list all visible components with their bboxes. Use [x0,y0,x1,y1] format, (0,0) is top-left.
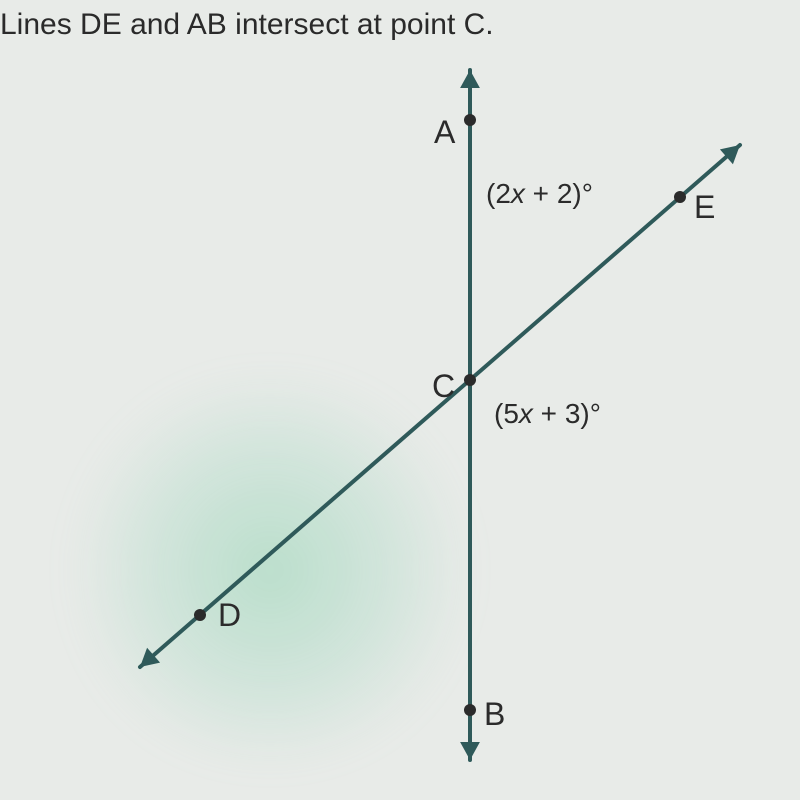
point-label-a: A [434,114,455,151]
point-label-c: C [432,368,455,405]
prompt-text: Lines DE and AB intersect at point C. [0,8,494,42]
point-label-d: D [218,597,241,634]
point-label-e: E [694,189,715,226]
point-label-b: B [484,696,505,733]
geometry-diagram: A B D E C (2x + 2)° (5x + 3)° [0,50,800,800]
angle-label: (2x + 2)° [486,178,593,210]
angle-label: (5x + 3)° [494,398,601,430]
diagram-svg [0,50,800,800]
